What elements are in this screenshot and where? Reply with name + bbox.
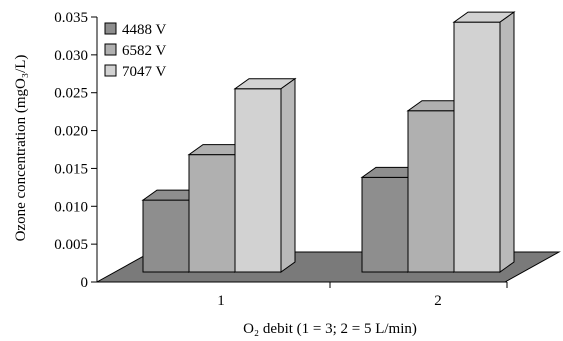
bar-front	[361, 176, 409, 273]
x-axis-label: O₂ debit (1 = 3; 2 = 5 L/min)	[243, 321, 417, 337]
y-tick-label: 0.035	[54, 10, 88, 26]
legend-label: 6582 V	[122, 43, 166, 59]
bar-front	[407, 110, 455, 273]
y-axis-label: Ozone concentration (mgO₃/L)	[13, 55, 29, 242]
bar-front	[188, 154, 236, 273]
x-tick-label: 2	[434, 293, 442, 309]
y-tick-label: 0.010	[54, 199, 88, 215]
y-tick-label: 0.025	[54, 86, 88, 102]
legend: 4488 V 6582 V 7047 V	[104, 22, 166, 80]
y-tick-label: 0.015	[54, 161, 88, 177]
legend-swatch	[104, 43, 117, 56]
x-tick-label: 1	[217, 293, 225, 309]
legend-swatch	[104, 64, 117, 77]
y-tick-label: 0.020	[54, 124, 88, 140]
bar	[233, 77, 297, 273]
legend-label: 4488 V	[122, 22, 166, 38]
y-tick-label: 0	[81, 275, 89, 291]
bar-front	[234, 88, 282, 273]
bars	[141, 11, 516, 273]
y-ticks: 0 0.005 0.010 0.015 0.020 0.025 0.030 0.035	[54, 10, 97, 291]
y-tick-label: 0.030	[54, 48, 88, 64]
legend-swatch	[104, 22, 117, 35]
bar-side	[280, 77, 296, 273]
y-tick-label: 0.005	[54, 237, 88, 253]
bar-side	[499, 11, 515, 273]
legend-label: 7047 V	[122, 64, 166, 80]
bar	[452, 11, 516, 273]
bar-front	[453, 21, 501, 273]
bar-front	[142, 199, 190, 273]
